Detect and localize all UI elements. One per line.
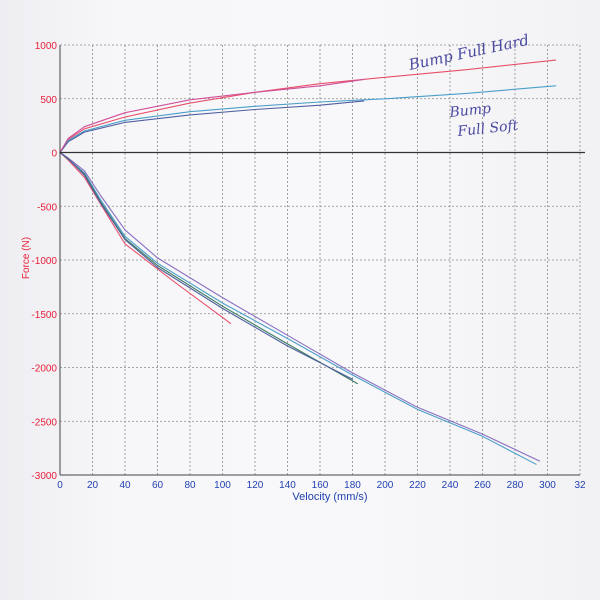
y-axis-label: Force (N): [21, 237, 32, 279]
series-line-4: [59, 78, 365, 154]
series-group: [59, 59, 557, 465]
y-tick-label: -1500: [31, 310, 57, 321]
series-line-3: [59, 100, 365, 154]
x-tick-label: 40: [119, 480, 131, 491]
x-tick-label: 60: [152, 480, 164, 491]
x-tick-label: 32: [574, 480, 586, 491]
y-tick-label: -2500: [31, 417, 57, 428]
x-tick-label: 240: [442, 480, 459, 491]
x-tick-label: 100: [214, 480, 231, 491]
x-axis-label: Velocity (mm/s): [292, 491, 367, 503]
x-tick-label: 80: [184, 480, 196, 491]
axes: [59, 45, 585, 476]
annotation-full-soft: Full Soft: [456, 118, 520, 140]
annotation-bump: Bump: [448, 101, 492, 121]
x-tick-label: 300: [539, 480, 556, 491]
y-tick-label: -500: [37, 202, 57, 213]
y-tick-label: -1000: [31, 256, 57, 267]
series-line-9: [59, 151, 354, 380]
x-tick-label: 0: [57, 480, 63, 491]
series-line-5: [59, 151, 232, 324]
x-tick-label: 260: [474, 480, 491, 491]
series-line-2: [59, 85, 557, 154]
y-tick-labels: 1000 500 0 -500 -1000 -1500 -2000 -2500 -3000: [31, 41, 57, 482]
x-tick-label: 160: [312, 480, 329, 491]
x-tick-label: 220: [409, 480, 426, 491]
series-line-7: [59, 151, 537, 465]
x-tick-label: 140: [279, 480, 296, 491]
y-tick-label: -2000: [31, 364, 57, 375]
y-tick-label: 1000: [35, 41, 58, 52]
x-tick-label: 200: [377, 480, 394, 491]
series-line-8: [59, 151, 358, 385]
y-tick-label: 500: [40, 95, 57, 106]
x-tick-label: 20: [87, 480, 99, 491]
y-tick-label: 0: [51, 149, 57, 160]
series-line-1: [59, 59, 557, 154]
y-tick-label: -3000: [31, 471, 57, 482]
grid: [60, 44, 581, 475]
annotation-bump-full-hard: Bump Full Hard: [406, 31, 531, 74]
x-tick-label: 180: [344, 480, 361, 491]
x-tick-labels: 0 20 40 60 80 100 120 140 160 180 200 220 240 260 280 3…: [57, 480, 586, 491]
series-line-6: [59, 151, 540, 462]
x-tick-label: 280: [507, 480, 524, 491]
x-tick-label: 120: [247, 480, 264, 491]
